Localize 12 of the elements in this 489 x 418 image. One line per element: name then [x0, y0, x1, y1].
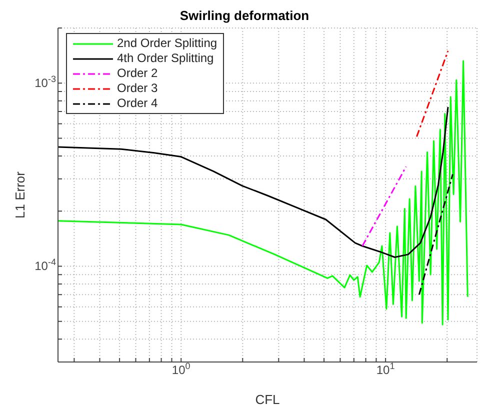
legend-label: Order 2	[117, 66, 158, 81]
legend-label: Order 3	[117, 81, 158, 96]
x-tick-label: 10$^{1}$	[376, 361, 395, 377]
y-tick-label: 10$^{-3}$	[34, 74, 56, 90]
chart-title: Swirling deformation	[178, 8, 310, 24]
x-axis-title: CFL	[255, 392, 280, 407]
y-axis-title: L1 Error	[12, 170, 28, 218]
legend-label: 2nd Order Splitting	[117, 36, 218, 51]
legend-label: 4th Order Splitting	[117, 51, 214, 66]
x-tick-label: 10$^{0}$	[172, 361, 190, 377]
legend-label: Order 4	[117, 96, 158, 111]
y-tick-label: 10$^{-4}$	[34, 257, 56, 274]
